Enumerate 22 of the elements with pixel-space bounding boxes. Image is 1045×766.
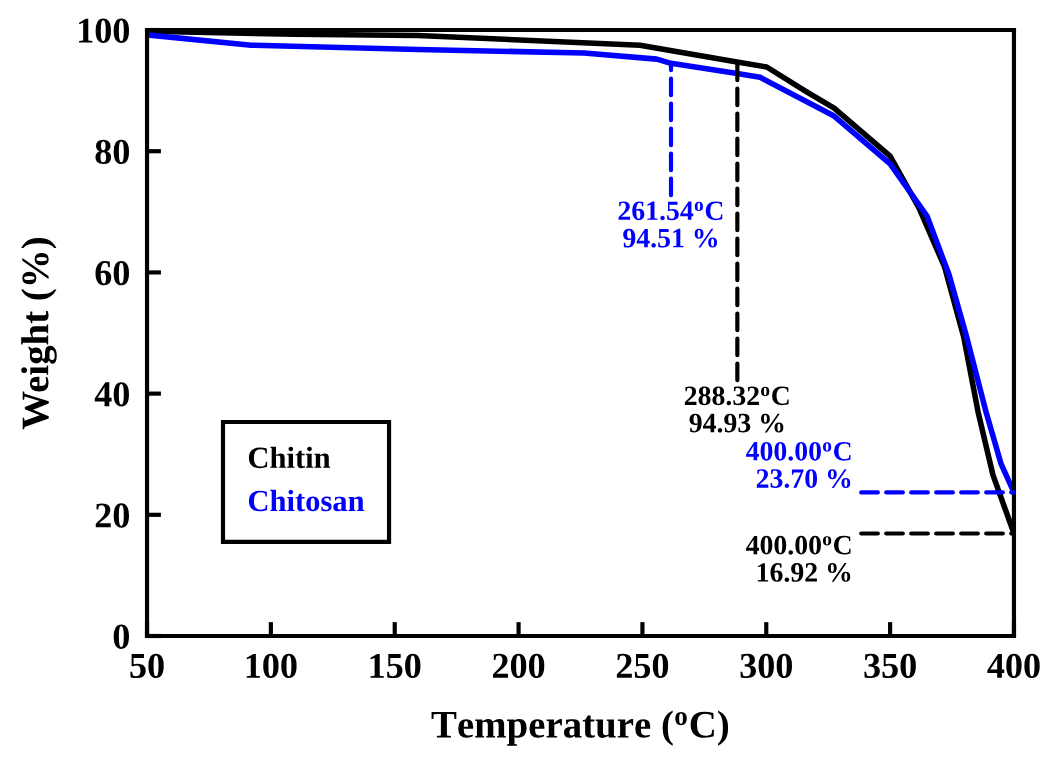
y-tick-label: 100 — [79, 18, 129, 43]
y-tick-label: 20 — [95, 503, 129, 528]
y-tick-label: 0 — [113, 624, 129, 649]
x-tick-label: 400 — [987, 653, 1040, 679]
annotation: 261.54$^{o}$C 94.51 % — [618, 201, 723, 248]
text: Chitin — [248, 446, 331, 469]
y-tick-label: 60 — [95, 260, 129, 286]
annotation: 288.32$^{o}$C 94.93 % — [684, 386, 789, 433]
x-tick-label: 150 — [370, 653, 421, 679]
y-tick-label: 80 — [95, 139, 129, 165]
annotation: 400.00$^{o}$C 16.92 % — [746, 535, 851, 582]
annotation: 400.00$^{o}$C 23.70 % — [746, 441, 851, 489]
x-axis-title: Temperature ($^{o}$C) — [431, 710, 729, 746]
x-tick-label: 50 — [130, 653, 164, 679]
text: Chitosan — [248, 489, 365, 512]
x-tick-label: 250 — [616, 653, 669, 679]
x-tick-label: 100 — [246, 653, 297, 679]
x-tick-label: 350 — [864, 653, 916, 679]
y-axis-title: Weight (%) — [21, 238, 57, 430]
y-tick-label: 40 — [94, 382, 129, 407]
x-tick-label: 200 — [493, 653, 545, 679]
x-tick-label: 300 — [740, 653, 792, 679]
